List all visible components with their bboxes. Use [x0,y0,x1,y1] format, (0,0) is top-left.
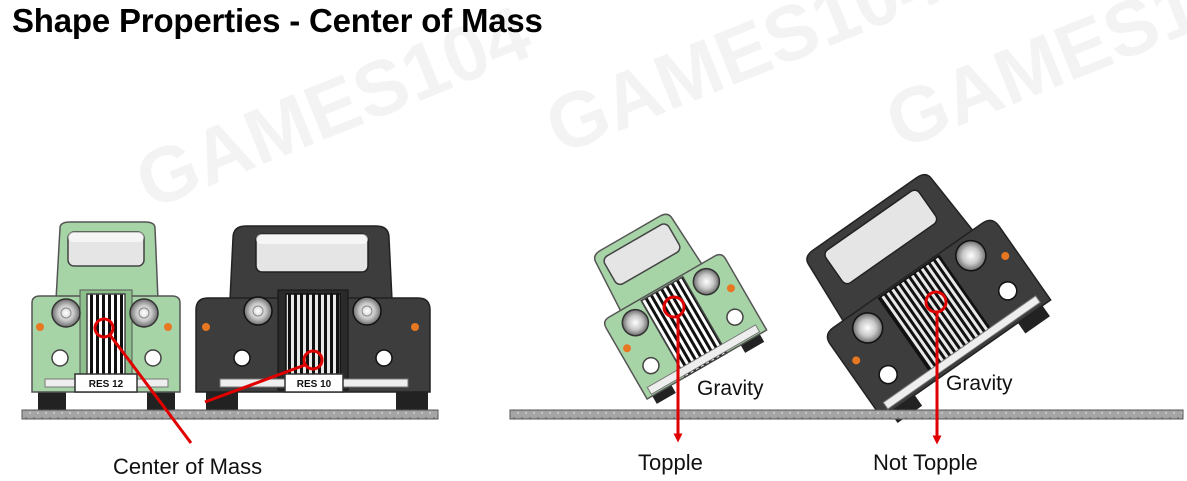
dark-car-tilted [806,173,1052,423]
plate-text: RES 12 [89,379,124,390]
center-of-mass-marker [662,295,686,319]
topple-label: Topple [638,450,703,475]
not-topple-label: Not Topple [873,450,978,475]
ground-right [509,409,1184,420]
svg-text:GAMES104: GAMES104 [123,0,542,226]
plate-text: RES 10 [297,379,332,390]
center-of-mass-marker [93,317,115,339]
pointer-line [204,363,306,404]
pointer-line [108,334,193,444]
ground-left [21,409,439,420]
dark-car-upright: RES 10 [195,225,431,412]
center-of-mass-marker [302,349,324,371]
green-car-upright: RES 12 [31,221,181,412]
gravity-label: Gravity [946,372,1013,395]
page-title: Shape Properties - Center of Mass [12,2,543,39]
center-of-mass-label: Center of Mass [113,454,262,479]
green-car-tilted [593,213,768,404]
watermark: GAMES104 GAMES104 GAMES104 [123,0,1187,226]
gravity-label: Gravity [697,377,764,400]
